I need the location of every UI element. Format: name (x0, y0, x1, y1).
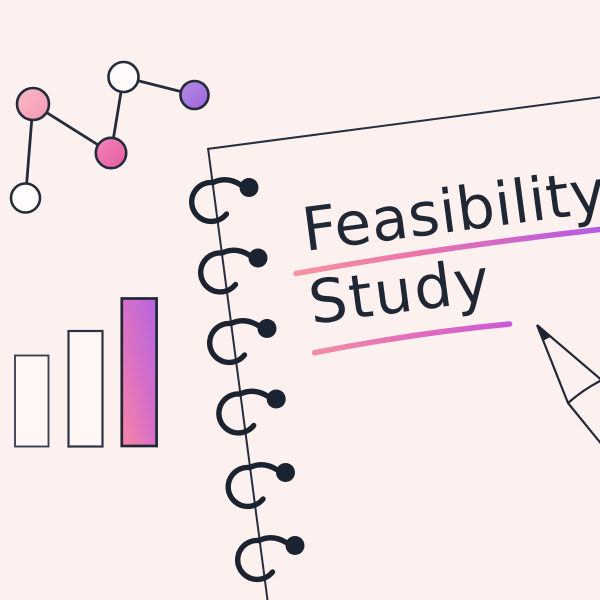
binding-loop (235, 535, 305, 583)
underline-2 (311, 321, 513, 356)
underline-1 (293, 222, 600, 277)
binding-loop (198, 247, 268, 295)
bar-1 (14, 354, 50, 448)
pencil-graphite-tip (537, 325, 552, 341)
spiral-binding (189, 177, 305, 583)
binding-loop (216, 388, 286, 436)
node-white-top (107, 60, 140, 94)
node-white-bottom (9, 182, 42, 214)
bar-2 (67, 329, 104, 448)
node-magenta (94, 136, 128, 170)
bar-3 (120, 297, 158, 448)
node-pink (15, 86, 51, 122)
node-purple (179, 79, 210, 111)
binding-loop (225, 462, 295, 510)
pencil-icon (535, 324, 600, 445)
notebook-page: Feasibility Study (207, 64, 600, 600)
binding-loop (189, 177, 259, 225)
binding-loop (207, 318, 277, 366)
notebook-page-content: Feasibility Study (293, 157, 600, 356)
